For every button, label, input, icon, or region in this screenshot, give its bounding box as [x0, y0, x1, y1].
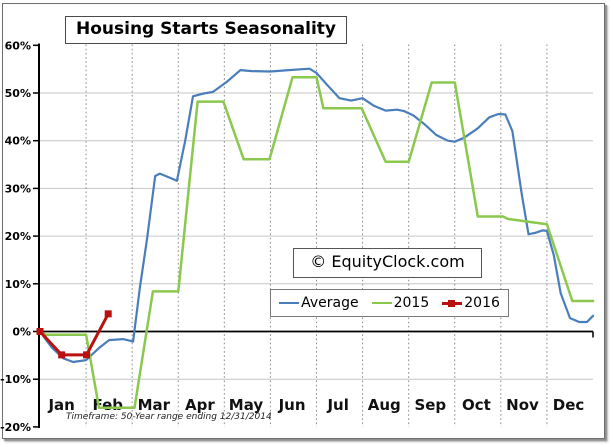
series-line-2016 — [38, 312, 110, 357]
y-axis-label: 50% — [5, 87, 31, 100]
month-label: Dec — [553, 396, 585, 414]
series-line-average — [38, 67, 595, 364]
y-axis-label: -20% — [0, 421, 31, 434]
legend-label-average: Average — [301, 295, 359, 311]
y-axis-label: 0% — [12, 326, 31, 339]
month-label: Sep — [414, 396, 446, 414]
timeframe-note: Timeframe: 50-Year range ending 12/31/20… — [66, 412, 272, 422]
chart-title-box: Housing Starts Seasonality — [65, 16, 348, 44]
y-axis-label: -10% — [0, 373, 31, 386]
series-marker-2016 — [83, 351, 91, 359]
legend-item-average: Average — [279, 295, 359, 311]
y-axis-label: 60% — [5, 39, 31, 52]
legend-item-2015: 2015 — [371, 295, 430, 311]
equityclock-watermark-box: © EquityClock.com — [293, 248, 482, 278]
month-label: Nov — [506, 396, 539, 414]
chart-title: Housing Starts Seasonality — [76, 19, 337, 39]
y-axis-label: 30% — [5, 182, 31, 195]
legend-label-2015: 2015 — [393, 295, 430, 311]
legend-swatch-average — [279, 302, 300, 304]
series-marker-2016 — [104, 310, 112, 318]
month-label: May — [229, 396, 264, 414]
legend-square-marker-icon — [448, 299, 456, 307]
legend-label-2016: 2016 — [464, 295, 500, 311]
series-marker-2016 — [36, 328, 44, 335]
y-axis-label: 20% — [5, 230, 31, 243]
month-label: Aug — [368, 396, 401, 414]
legend-swatch-2015 — [371, 302, 392, 304]
month-label: Apr — [185, 396, 215, 414]
y-axis-label: 10% — [5, 278, 31, 291]
chart-legend: Average 2015 2016 — [270, 289, 509, 317]
y-axis-label: 40% — [5, 135, 31, 148]
month-label: Jan — [47, 396, 74, 414]
month-label: Jun — [278, 396, 306, 414]
month-label: Feb — [92, 396, 123, 414]
month-label: Jul — [326, 396, 348, 414]
month-label: Oct — [462, 396, 491, 414]
series-line-2015 — [38, 76, 595, 410]
image-frame — [2, 3, 605, 439]
legend-swatch-2016 — [442, 299, 463, 307]
equityclock-watermark: © EquityClock.com — [310, 252, 465, 271]
series-marker-2016 — [58, 351, 66, 359]
legend-item-2016: 2016 — [442, 295, 500, 311]
month-label: Mar — [138, 396, 171, 414]
